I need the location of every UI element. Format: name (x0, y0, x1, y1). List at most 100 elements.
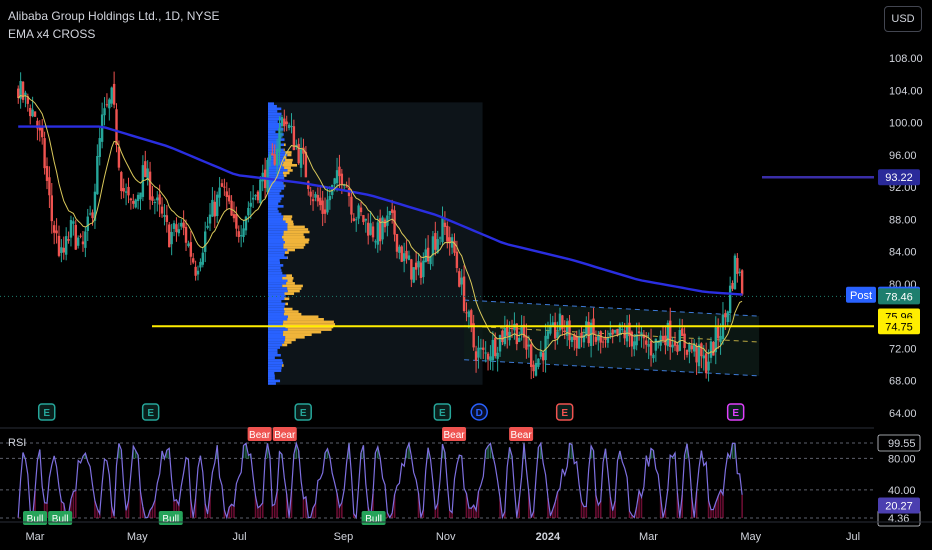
candle-body (716, 326, 720, 339)
candle-body (31, 109, 34, 117)
candle-body (74, 224, 77, 250)
candle-body (225, 191, 228, 197)
volume-profile-bar (285, 302, 289, 306)
volume-profile-bar (267, 302, 286, 306)
candle-body (410, 259, 413, 280)
candle-body (580, 332, 583, 338)
volume-profile-bar (284, 241, 309, 244)
volume-profile-bar (267, 253, 285, 257)
volume-profile-bar (267, 207, 278, 211)
candle-body (594, 336, 598, 342)
candle-body (299, 149, 303, 168)
candle-body (635, 334, 638, 346)
candle-body (371, 226, 375, 238)
candle-body (573, 334, 576, 340)
volume-profile-bar (267, 223, 288, 226)
candle-body (184, 226, 188, 243)
candle-body (91, 212, 94, 219)
ema-slow-line (18, 125, 743, 296)
candle-body (297, 143, 300, 164)
candle-body (664, 335, 667, 346)
earnings-marker (141, 403, 160, 421)
volume-profile-bar (267, 310, 285, 313)
candle-body (616, 328, 619, 335)
candle-body (206, 225, 209, 228)
candle-body (561, 315, 564, 330)
candle-body (654, 338, 658, 351)
rsi-current-badge (878, 497, 920, 514)
candle-body (539, 351, 542, 357)
volume-profile-bar (267, 115, 281, 118)
volume-profile-bar (286, 282, 295, 285)
volume-profile-bar (267, 225, 288, 229)
candle-body (266, 159, 269, 193)
candle-body (520, 325, 523, 334)
volume-profile-bar (267, 148, 284, 152)
volume-profile-bar (284, 292, 295, 295)
candle-body (491, 339, 495, 361)
candle-body (450, 237, 454, 248)
bear-signal-label: Bear (511, 430, 533, 441)
volume-profile-bar (283, 233, 304, 236)
volume-profile-bar (267, 135, 282, 139)
candle-body (64, 236, 68, 255)
candle-body (666, 322, 670, 347)
volume-profile-bar (267, 217, 283, 221)
candle-body (129, 198, 133, 201)
currency-button[interactable]: USD (884, 6, 922, 32)
candle-body (19, 80, 22, 99)
earnings-marker (37, 403, 56, 421)
candle-body (376, 222, 379, 245)
volume-profile-bar (267, 282, 287, 285)
candle-body (625, 326, 629, 342)
volume-profile-bar (282, 276, 294, 280)
price-channel (464, 299, 760, 377)
candle-body (105, 104, 109, 106)
volume-profile-bar (267, 323, 283, 326)
candle-body (290, 126, 293, 128)
candle-body (115, 109, 118, 146)
rsi-line (17, 441, 743, 520)
candle-body (470, 310, 473, 326)
candle-body (160, 206, 164, 214)
volume-profile-bar (282, 343, 288, 347)
candle-body (122, 188, 125, 192)
candle-body (48, 177, 51, 196)
candle-body (304, 152, 308, 178)
bull-signal-label: Bull (162, 514, 179, 525)
candle-body (398, 246, 401, 253)
time-axis-label: May (740, 531, 761, 543)
candle-body (537, 358, 540, 367)
candle-body (436, 239, 439, 253)
volume-profile-bar (267, 279, 288, 283)
volume-profile-bar (267, 371, 275, 375)
volume-profile-bar (267, 274, 287, 277)
volume-profile-bar (267, 235, 283, 239)
ema-lines (17, 95, 743, 355)
candle-body (302, 147, 305, 154)
time-axis-label: Mar (639, 531, 658, 543)
volume-profile-bar (283, 148, 285, 152)
volume-profile-bar (267, 335, 286, 339)
candle-body (319, 197, 322, 206)
candle-body (192, 258, 195, 263)
volume-profile-bar (267, 125, 281, 129)
post-market-badge (846, 286, 876, 303)
volume-profile-bar (267, 251, 285, 254)
candle-body (29, 107, 32, 117)
candle-body (321, 200, 324, 214)
candle-body (26, 96, 30, 104)
candle-body (340, 173, 344, 185)
volume-profile-bar (267, 369, 282, 372)
candle-body (661, 336, 665, 341)
candle-body (417, 261, 420, 268)
candle-body (201, 252, 205, 265)
volume-profile-bar (287, 289, 300, 293)
candle-body (405, 250, 408, 259)
volume-profile-bar (283, 243, 306, 247)
candle-body (733, 255, 737, 290)
candle-body (577, 336, 581, 349)
rsi-title: RSI (8, 437, 26, 449)
candlestick-series (17, 71, 744, 382)
